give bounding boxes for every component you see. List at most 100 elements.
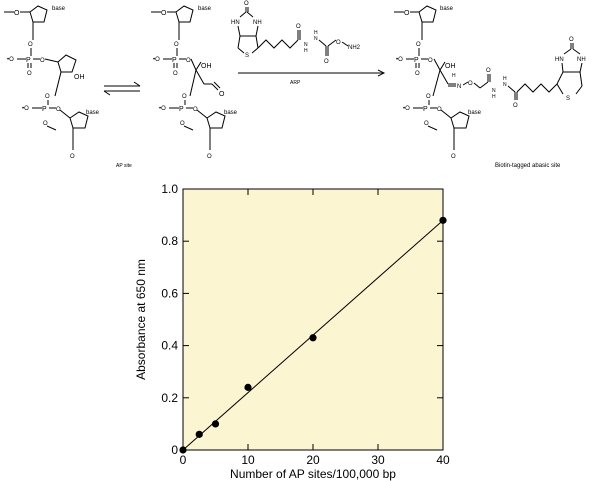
o-atom: O xyxy=(27,71,32,77)
h-atom: H xyxy=(503,76,507,82)
y-tick-label: 0.8 xyxy=(161,234,178,248)
h-atom: H xyxy=(304,48,308,54)
o-atom: O xyxy=(426,94,431,100)
o-atom: O xyxy=(404,10,410,17)
o-atom: O xyxy=(416,42,421,48)
o-atom: O xyxy=(451,154,456,160)
o-atom: O xyxy=(193,107,198,113)
o-atom: O xyxy=(486,68,491,74)
o-atom: O xyxy=(415,71,420,77)
reaction-arrow: ARP xyxy=(238,69,386,86)
o-atom: O xyxy=(428,58,433,64)
p-atom: P xyxy=(414,57,419,64)
p-atom: P xyxy=(179,106,184,113)
base-label: base xyxy=(468,110,482,116)
data-point xyxy=(195,430,203,438)
hn-label: HN xyxy=(555,57,564,63)
n-atom: N xyxy=(314,36,318,42)
x-tick-label: 10 xyxy=(241,453,255,467)
y-tick-label: 0.4 xyxy=(161,339,178,353)
o-atom: O xyxy=(40,58,45,64)
equilibrium-arrows xyxy=(103,81,141,96)
data-point xyxy=(309,334,317,342)
o-atom: O xyxy=(43,121,48,127)
ap-site-structure: O base O •O P O O OH O •O P O O base xyxy=(4,5,132,169)
n-atom: N xyxy=(304,42,308,48)
o-atom: O xyxy=(513,103,518,109)
plot-area xyxy=(182,188,444,451)
data-point xyxy=(179,446,187,454)
o-atom: O xyxy=(296,24,301,30)
oh-label: OH xyxy=(445,63,456,70)
x-tick-label: 20 xyxy=(306,453,320,467)
x-tick-label: 40 xyxy=(436,453,450,467)
data-point xyxy=(211,420,220,428)
aldehyde-structure: O base O •O P O O OH O O •O P O O xyxy=(151,5,238,160)
y-tick-label: 0.6 xyxy=(161,286,178,300)
data-point xyxy=(244,383,252,391)
o-minus-atom: •O xyxy=(159,106,166,112)
base-label: base xyxy=(224,110,238,116)
o-minus-atom: •O xyxy=(153,57,160,63)
n-atom: N xyxy=(492,88,496,94)
hn-label: HN xyxy=(231,20,240,26)
oh-label: OH xyxy=(74,74,85,81)
o-minus-atom: •O xyxy=(7,57,14,63)
o-atom: O xyxy=(207,154,212,160)
base-label: base xyxy=(52,6,66,12)
nh2-label: NH2 xyxy=(348,45,361,51)
o-minus-atom: •O xyxy=(22,106,29,112)
h-atom: H xyxy=(492,94,496,100)
ap-site-caption: AP site xyxy=(116,163,132,169)
o-atom: O xyxy=(219,91,225,98)
n-atom: N xyxy=(503,82,507,88)
nh-label: NH xyxy=(253,20,262,26)
s-atom: S xyxy=(566,96,570,102)
o-atom: O xyxy=(14,10,20,17)
x-tick-label: 30 xyxy=(371,453,385,467)
arp-reagent-structure: O HN NH S O N H N H O O NH2 xyxy=(231,1,361,65)
o-minus-atom: •O xyxy=(403,106,410,112)
o-atom: O xyxy=(174,42,179,48)
o-atom: O xyxy=(180,121,185,127)
o-atom: O xyxy=(70,154,75,160)
arp-label: ARP xyxy=(290,80,301,86)
base-label: base xyxy=(86,110,100,116)
o-atom: O xyxy=(569,37,574,43)
s-atom: S xyxy=(245,53,249,59)
o-atom: O xyxy=(173,71,178,77)
o-atom: O xyxy=(45,94,50,100)
o-atom: O xyxy=(182,94,187,100)
x-axis-label: Number of AP sites/100,000 bp xyxy=(230,467,396,481)
o-atom: O xyxy=(186,58,191,64)
o-minus-atom: •O xyxy=(396,57,403,63)
biotin-tagged-structure: O base O •O P O O OH H N O O N H N H xyxy=(394,5,586,169)
n-atom: N xyxy=(457,84,461,90)
o-atom: O xyxy=(28,42,33,48)
o-atom: O xyxy=(324,59,329,65)
base-label: base xyxy=(198,6,212,12)
nh-label: NH xyxy=(577,57,586,63)
x-tick-label: 0 xyxy=(180,453,187,467)
o-atom: O xyxy=(468,81,473,87)
o-atom: O xyxy=(244,1,249,7)
p-atom: P xyxy=(423,106,428,113)
o-atom: O xyxy=(161,10,167,17)
p-atom: P xyxy=(26,57,31,64)
base-label: base xyxy=(440,6,454,12)
reaction-scheme: O base O •O P O O OH O •O P O O base xyxy=(4,1,586,169)
h-atom: H xyxy=(452,73,456,79)
o-atom: O xyxy=(424,121,429,127)
biotin-tagged-caption: Biotin-tagged abasic site xyxy=(495,163,561,169)
y-tick-label: 0.2 xyxy=(161,391,178,405)
data-point xyxy=(439,216,447,224)
oh-label: OH xyxy=(201,63,212,70)
y-axis-label: Absorbance at 650 nm xyxy=(134,259,148,380)
p-atom: P xyxy=(172,57,177,64)
y-tick-label: 1.0 xyxy=(161,182,178,196)
p-atom: P xyxy=(42,106,47,113)
o-atom: O xyxy=(437,107,442,113)
y-tick-label: 0 xyxy=(171,443,178,457)
h-atom: H xyxy=(314,30,318,36)
fit-line xyxy=(182,219,444,451)
